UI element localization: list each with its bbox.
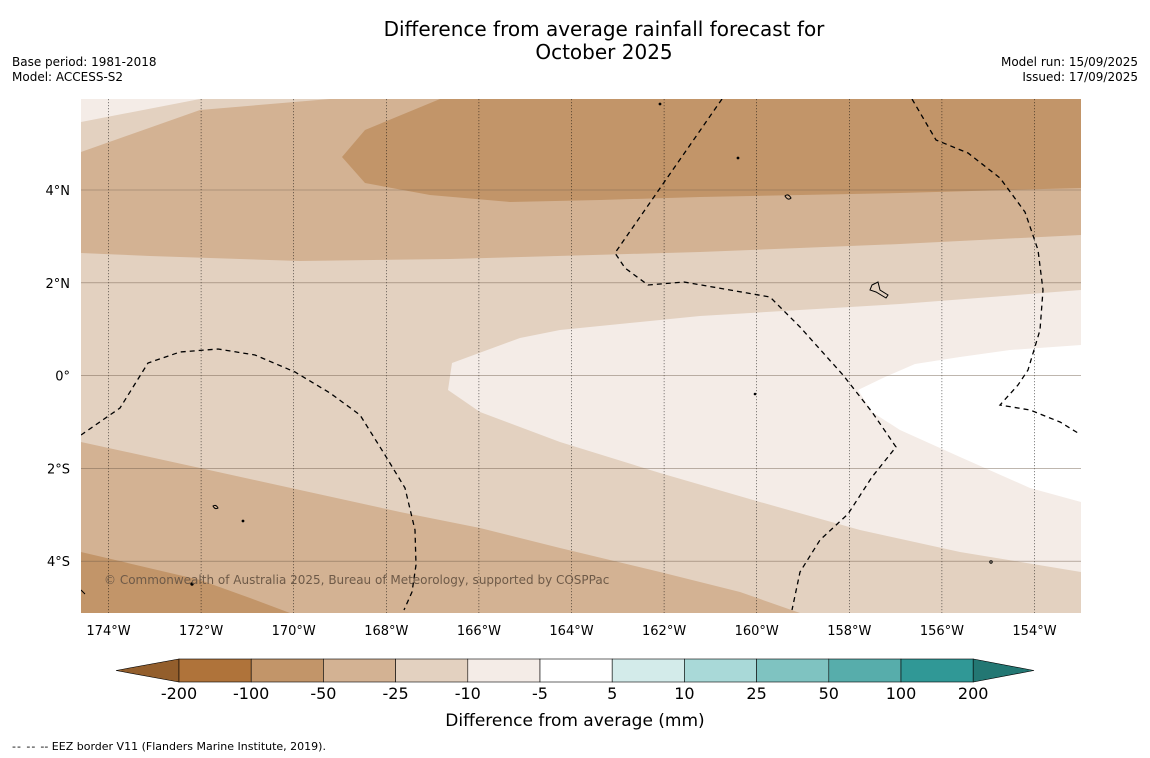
lat-tick-label: 2°N — [46, 277, 71, 292]
colorbar-tick: 25 — [746, 684, 766, 703]
lon-tick-label: 162°W — [642, 624, 686, 639]
longitude-labels: 174°W 172°W 170°W 168°W 166°W 164°W 162°W 160°W… — [86, 624, 1056, 639]
lon-tick-label: 164°W — [549, 624, 593, 639]
lon-tick-label: 170°W — [272, 624, 316, 639]
eez-border-central — [614, 99, 897, 611]
latitude-labels: 4°N 2°N 0° 2°S 4°S — [46, 184, 71, 570]
colorbar-segment — [828, 658, 902, 683]
colorbar-extend-low — [115, 658, 180, 683]
colorbar-segment — [539, 658, 613, 683]
contour-fields: © Commonwealth of Australia 2025, Bureau… — [81, 99, 1081, 613]
colorbar-segment — [684, 658, 757, 683]
lat-tick-label: 4°N — [46, 184, 71, 199]
island-8 — [989, 560, 993, 564]
colorbar-tick: -25 — [383, 684, 409, 703]
lon-tick-label: 174°W — [86, 624, 130, 639]
colorbar-extend-high — [972, 658, 1035, 683]
band-minus5-to-minus10 — [448, 290, 1081, 572]
title-line-2: October 2025 — [535, 40, 673, 64]
eez-borders — [81, 99, 1079, 611]
lon-tick-label: 172°W — [179, 624, 223, 639]
colorbar-segment — [756, 658, 830, 683]
colorbar-tick: 10 — [674, 684, 694, 703]
colorbar-tick-labels: -200 -100 -50 -25 -10 -5 5 10 25 50 100 200 — [161, 684, 989, 703]
base-period: Base period: 1981-2018 — [12, 55, 157, 69]
colorbar-tick: -5 — [532, 684, 548, 703]
title-line-1: Difference from average rainfall forecas… — [383, 17, 825, 41]
band-minus25-to-minus50-south — [81, 442, 800, 613]
map-title: Difference from average rainfall forecas… — [0, 18, 1150, 64]
colorbar-segment — [250, 658, 324, 683]
colorbar-segment — [323, 658, 396, 683]
lon-tick-label: 156°W — [920, 624, 964, 639]
colorbar-tick: -50 — [310, 684, 336, 703]
meta-left: Base period: 1981-2018 Model: ACCESS-S2 — [12, 55, 157, 85]
eez-legend-text: -- EEZ border V11 (Flanders Marine Insti… — [40, 740, 326, 753]
island-1 — [784, 194, 792, 200]
lon-tick-label: 168°W — [364, 624, 408, 639]
island-7 — [190, 582, 194, 586]
lon-tick-label: 166°W — [457, 624, 501, 639]
band-lighter-corner — [81, 99, 200, 122]
copyright-text: © Commonwealth of Australia 2025, Bureau… — [104, 573, 609, 587]
band-minus50-to-minus100-south — [81, 552, 290, 613]
colorbar-tick: 5 — [607, 684, 617, 703]
meta-right: Model run: 15/09/2025 Issued: 17/09/2025 — [1001, 55, 1138, 85]
colorbar-segment — [395, 658, 469, 683]
gridlines — [81, 99, 1081, 613]
lat-tick-label: 2°S — [47, 462, 70, 477]
island-4 — [658, 102, 662, 106]
colorbar-segment — [178, 658, 252, 683]
issued-date: Issued: 17/09/2025 — [1022, 70, 1138, 84]
colorbar — [115, 658, 1035, 683]
eez-legend-marker: -- -- — [12, 740, 37, 753]
lat-tick-label: 4°S — [47, 555, 70, 570]
island-9 — [753, 392, 757, 396]
island-2 — [869, 281, 889, 299]
colorbar-tick: -200 — [161, 684, 197, 703]
lon-tick-label: 160°W — [735, 624, 779, 639]
colorbar-tick: -10 — [455, 684, 481, 703]
colorbar-tick: -100 — [233, 684, 269, 703]
band-minus50-to-minus100-north — [342, 99, 1081, 202]
colorbar-segment — [467, 658, 541, 683]
lon-tick-label: 158°W — [827, 624, 871, 639]
lon-tick-label: 154°W — [1012, 624, 1056, 639]
island-5 — [736, 156, 740, 160]
model-name: Model: ACCESS-S2 — [12, 70, 124, 84]
lat-tick-label: 0° — [55, 370, 70, 385]
colorbar-label: Difference from average (mm) — [445, 711, 704, 731]
eez-border-east — [911, 99, 1079, 434]
eez-border-west — [81, 348, 417, 611]
islands — [81, 102, 993, 595]
colorbar-segment — [611, 658, 685, 683]
colorbar-segment — [900, 658, 974, 683]
band-light-corner — [81, 99, 330, 152]
island-6 — [241, 519, 245, 523]
colorbar-tick: 100 — [886, 684, 917, 703]
island-10 — [81, 589, 86, 595]
island-3 — [212, 504, 219, 510]
colorbar-tick: 200 — [958, 684, 989, 703]
model-run: Model run: 15/09/2025 — [1000, 55, 1138, 69]
band-minus5-to-5 — [858, 345, 1081, 502]
colorbar-tick: 50 — [819, 684, 839, 703]
eez-legend: -- -- -- EEZ border V11 (Flanders Marine … — [12, 740, 326, 753]
